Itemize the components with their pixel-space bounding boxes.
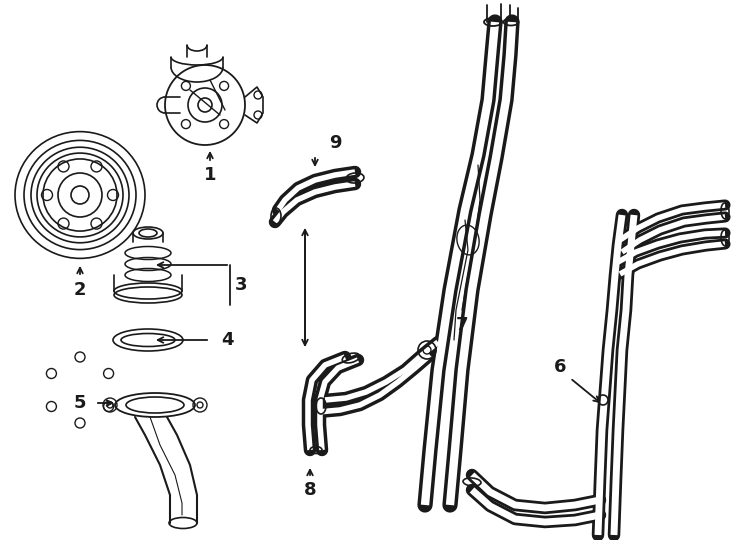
- Text: 9: 9: [329, 134, 341, 152]
- Text: 1: 1: [204, 166, 217, 184]
- Text: 3: 3: [235, 276, 247, 294]
- Text: 6: 6: [553, 358, 566, 376]
- Text: 2: 2: [73, 281, 87, 299]
- Text: 7: 7: [456, 316, 468, 334]
- Text: 4: 4: [221, 331, 233, 349]
- Text: 5: 5: [73, 394, 87, 412]
- Text: 8: 8: [304, 481, 316, 499]
